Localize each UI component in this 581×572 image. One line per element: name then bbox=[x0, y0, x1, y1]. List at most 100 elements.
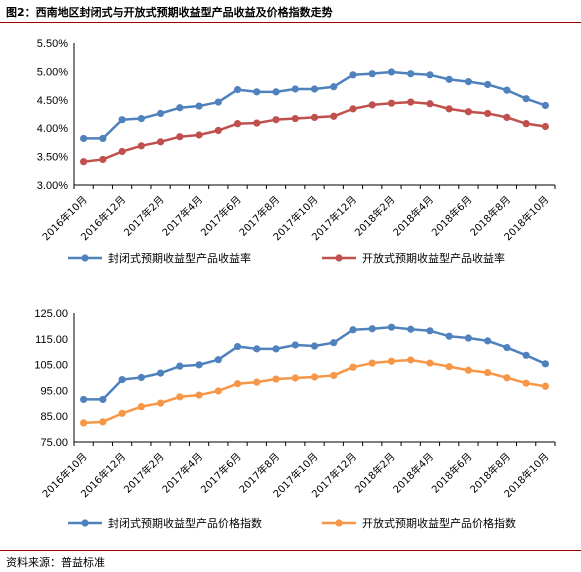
data-point bbox=[137, 114, 145, 123]
data-point bbox=[80, 134, 88, 143]
data-point bbox=[503, 343, 511, 352]
data-point bbox=[291, 85, 299, 93]
data-point bbox=[464, 78, 473, 86]
legend-label: 封闭式预期收益型产品价格指数 bbox=[108, 516, 262, 530]
data-point bbox=[368, 70, 376, 78]
data-point bbox=[522, 95, 530, 103]
legend-label: 封闭式预期收益型产品收益率 bbox=[108, 251, 251, 265]
legend-marker bbox=[335, 254, 343, 262]
data-point bbox=[330, 339, 338, 347]
data-point bbox=[233, 120, 242, 128]
data-point bbox=[407, 356, 415, 364]
data-point bbox=[426, 71, 434, 79]
x-tick-label: 2018年2月 bbox=[352, 193, 398, 239]
data-point bbox=[484, 80, 492, 89]
data-point bbox=[368, 359, 376, 367]
legend-marker bbox=[335, 519, 343, 527]
data-point bbox=[253, 119, 261, 127]
data-point bbox=[80, 395, 88, 404]
data-point bbox=[99, 155, 107, 164]
data-point bbox=[407, 325, 415, 333]
series-line bbox=[83, 325, 546, 401]
data-point bbox=[214, 387, 222, 395]
legend-label: 开放式预期收益型产品价格指数 bbox=[362, 516, 516, 530]
data-point bbox=[445, 363, 453, 371]
data-point bbox=[156, 369, 165, 377]
data-point bbox=[522, 379, 530, 387]
x-tick-label: 2017年6月 bbox=[198, 450, 244, 496]
data-point bbox=[118, 147, 126, 156]
data-point bbox=[484, 368, 492, 377]
data-point bbox=[541, 122, 549, 131]
data-point bbox=[349, 71, 357, 79]
source-note: 资料来源：普益标准 bbox=[6, 556, 105, 569]
x-tick-label: 2018年4月 bbox=[390, 193, 436, 239]
data-point bbox=[176, 362, 184, 370]
data-point bbox=[426, 327, 434, 335]
data-point bbox=[118, 116, 126, 124]
y-tick-label: 75.00 bbox=[40, 437, 68, 449]
y-tick-label: 5.50% bbox=[37, 38, 68, 50]
legend-marker bbox=[81, 519, 89, 527]
legend-label: 开放式预期收益型产品收益率 bbox=[362, 251, 505, 265]
data-point bbox=[99, 395, 107, 404]
data-point bbox=[195, 131, 203, 139]
data-point bbox=[330, 112, 338, 120]
data-point bbox=[445, 332, 453, 340]
data-point bbox=[195, 102, 203, 110]
data-point bbox=[464, 366, 473, 374]
data-point bbox=[541, 382, 549, 390]
data-point bbox=[426, 100, 434, 108]
data-point bbox=[503, 113, 511, 122]
y-tick-label: 105.00 bbox=[34, 360, 68, 372]
data-point bbox=[272, 345, 280, 353]
y-tick-label: 3.00% bbox=[37, 180, 68, 192]
x-tick-label: 2017年4月 bbox=[159, 450, 205, 496]
bottom-divider bbox=[0, 550, 581, 551]
data-point bbox=[272, 375, 280, 383]
data-point bbox=[522, 120, 530, 128]
data-point bbox=[445, 105, 453, 113]
data-point bbox=[522, 351, 530, 359]
x-tick-label: 2018年2月 bbox=[352, 450, 398, 496]
data-point bbox=[464, 334, 473, 342]
data-point bbox=[99, 418, 107, 426]
data-point bbox=[407, 98, 415, 106]
data-point bbox=[330, 83, 338, 91]
series-line bbox=[83, 358, 546, 425]
data-point bbox=[137, 403, 145, 411]
data-point bbox=[445, 75, 453, 83]
x-tick-label: 2017年4月 bbox=[159, 193, 205, 239]
y-tick-label: 4.00% bbox=[37, 123, 68, 135]
data-point bbox=[272, 88, 280, 96]
data-point bbox=[484, 109, 492, 118]
data-point bbox=[156, 109, 165, 118]
data-point bbox=[291, 341, 299, 349]
y-tick-label: 95.00 bbox=[40, 385, 68, 397]
legend-marker bbox=[81, 254, 89, 262]
data-point bbox=[118, 375, 126, 384]
data-point bbox=[118, 409, 126, 417]
data-point bbox=[310, 113, 319, 122]
x-tick-label: 2017年6月 bbox=[198, 193, 244, 239]
x-tick-label: 2018年6月 bbox=[429, 193, 475, 239]
x-tick-label: 2017年2月 bbox=[121, 450, 167, 496]
data-point bbox=[176, 133, 184, 141]
series-line bbox=[83, 100, 546, 163]
data-point bbox=[310, 85, 319, 93]
data-point bbox=[541, 360, 549, 368]
y-tick-label: 125.00 bbox=[34, 308, 68, 320]
data-point bbox=[484, 337, 492, 345]
data-point bbox=[349, 326, 357, 334]
data-point bbox=[541, 101, 549, 110]
data-point bbox=[330, 371, 338, 380]
y-tick-label: 3.50% bbox=[37, 152, 68, 164]
data-point bbox=[291, 114, 299, 123]
data-point bbox=[349, 105, 357, 113]
data-point bbox=[214, 126, 222, 135]
data-point bbox=[253, 345, 261, 353]
data-point bbox=[80, 419, 88, 427]
x-tick-label: 2018年4月 bbox=[390, 450, 436, 496]
data-point bbox=[387, 323, 396, 331]
